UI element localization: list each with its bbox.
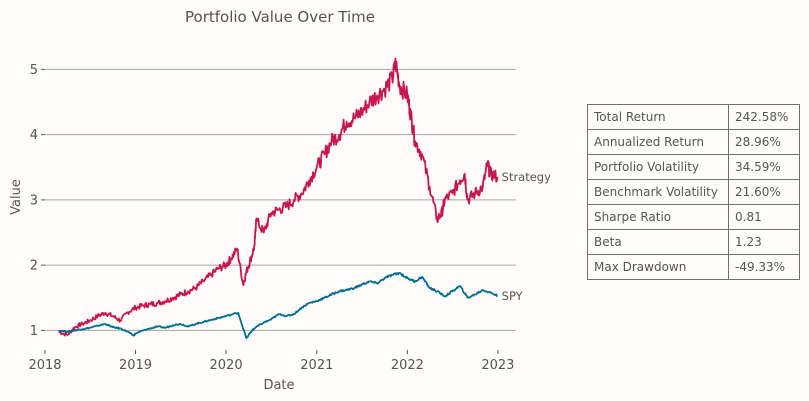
- stat-metric-value: -49.33%: [728, 254, 800, 280]
- gridlines: [45, 68, 516, 331]
- stats-row: Benchmark Volatility 21.60%: [587, 179, 800, 205]
- stat-metric-label: Benchmark Volatility: [587, 179, 729, 205]
- axes: 1 2 3 4 5 2018 2019 2020 2021 2022 2023: [28, 63, 514, 373]
- x-axis-label: Date: [263, 378, 294, 393]
- y-axis-label: Value: [9, 179, 24, 215]
- y-tick-label: 3: [30, 193, 38, 208]
- stat-metric-label: Sharpe Ratio: [587, 204, 729, 230]
- performance-stats-table: Total Return 242.58% Annualized Return 28.9…: [587, 104, 800, 280]
- stats-row: Annualized Return 28.96%: [587, 129, 800, 155]
- x-tick-label: 2020: [210, 358, 243, 373]
- stats-table-body: Total Return 242.58% Annualized Return 28.9…: [587, 104, 800, 280]
- stat-metric-value: 28.96%: [728, 129, 800, 155]
- x-tick-label: 2018: [28, 358, 61, 373]
- x-tick-label: 2021: [300, 358, 333, 373]
- stats-row: Beta 1.23: [587, 229, 800, 255]
- x-tick-label: 2019: [119, 358, 152, 373]
- stat-metric-value: 0.81: [728, 204, 800, 230]
- x-tick-label: 2023: [481, 358, 514, 373]
- stat-metric-value: 242.58%: [728, 104, 800, 130]
- stat-metric-label: Max Drawdown: [587, 254, 729, 280]
- series-label-spy: SPY: [502, 289, 524, 303]
- series-end-labels: Strategy SPY: [502, 170, 551, 303]
- stat-metric-label: Total Return: [587, 104, 729, 130]
- stat-metric-label: Beta: [587, 229, 729, 255]
- series-line-spy: [58, 272, 498, 340]
- y-tick-label: 4: [30, 128, 38, 143]
- stats-row: Max Drawdown -49.33%: [587, 254, 800, 280]
- series-label-strategy: Strategy: [502, 170, 551, 184]
- y-tick-label: 5: [30, 63, 38, 78]
- series-line-strategy: [58, 57, 499, 337]
- series-lines: [58, 57, 499, 340]
- stat-metric-label: Annualized Return: [587, 129, 729, 155]
- x-tick-label: 2022: [391, 358, 424, 373]
- y-tick-label: 1: [30, 324, 38, 339]
- y-tick-label: 2: [30, 259, 38, 274]
- stat-metric-value: 1.23: [728, 229, 800, 255]
- stat-metric-label: Portfolio Volatility: [587, 154, 729, 180]
- stat-metric-value: 34.59%: [728, 154, 800, 180]
- chart-title: Portfolio Value Over Time: [185, 8, 375, 26]
- stats-row: Total Return 242.58%: [587, 104, 800, 130]
- stat-metric-value: 21.60%: [728, 179, 800, 205]
- stats-row: Sharpe Ratio 0.81: [587, 204, 800, 230]
- stats-row: Portfolio Volatility 34.59%: [587, 154, 800, 180]
